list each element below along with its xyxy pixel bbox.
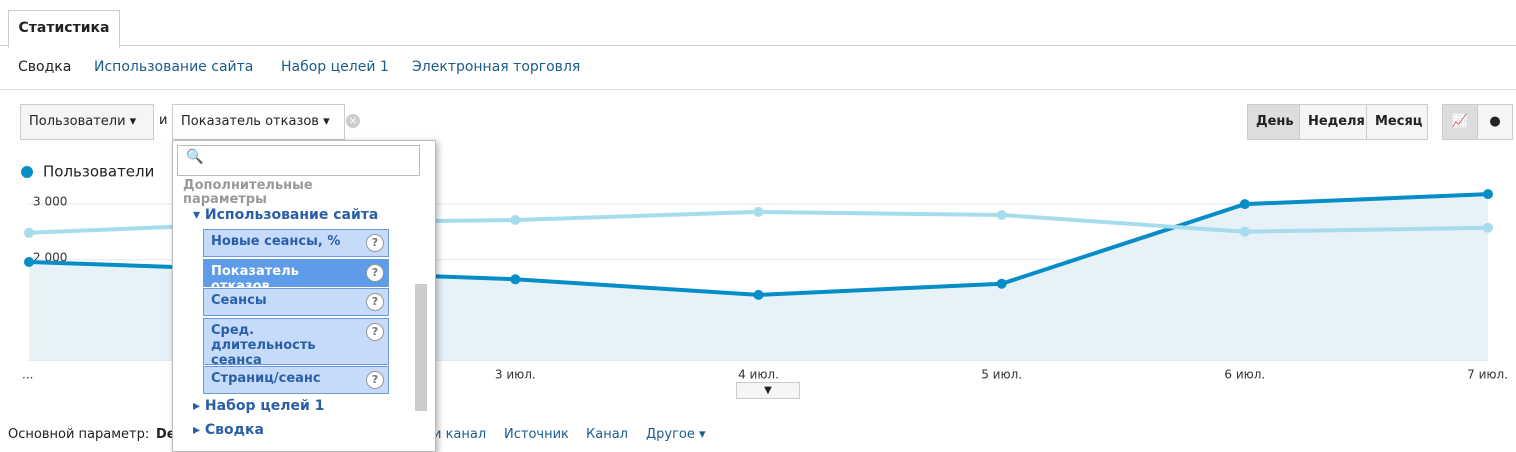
group-label[interactable]: ▾ Использование сайта	[193, 207, 379, 223]
period-button[interactable]: Неделя	[1299, 104, 1367, 140]
group-label-text: Использование сайта	[204, 207, 379, 223]
x-tick-label: 3 июл.	[495, 368, 536, 382]
nav-link[interactable]: Набор целей 1	[281, 59, 389, 75]
footer-primary: De	[156, 427, 176, 442]
tab-line	[0, 45, 1516, 46]
period-button[interactable]: День	[1247, 104, 1300, 140]
divider	[0, 89, 1516, 90]
metric-select[interactable]: Пользователи ▾	[20, 104, 154, 140]
menu-item[interactable]: Сред. длительность сеанса?	[203, 317, 389, 368]
point	[996, 209, 1007, 220]
footer-link[interactable]: Канал	[586, 427, 628, 442]
metric-select-label: Пользователи	[29, 114, 126, 129]
footer-link[interactable]: Источник	[504, 427, 569, 442]
metric-select[interactable]: Показатель отказов ▾	[172, 104, 345, 140]
metric-select-label: Показатель отказов	[181, 114, 319, 129]
expand-handle[interactable]: ▼	[736, 382, 800, 399]
point	[1483, 189, 1493, 200]
nav-link[interactable]: Использование сайта	[94, 59, 254, 75]
x-tick-label: 7 июл.	[1467, 368, 1508, 382]
point	[753, 206, 764, 217]
point	[1483, 222, 1493, 233]
menu-item[interactable]: Страниц/сеанс?	[203, 366, 389, 394]
x-tick-label: 6 июл.	[1224, 368, 1265, 382]
footer-link[interactable]: Другое ▾	[646, 427, 706, 442]
menu-item-text: Сеансы	[211, 293, 267, 308]
help-icon[interactable]: ?	[366, 293, 384, 311]
menu-item[interactable]: Сеансы?	[203, 288, 389, 316]
point	[996, 278, 1007, 289]
period-button[interactable]: Месяц	[1366, 104, 1428, 140]
footer-label: Основной параметр:	[8, 427, 150, 442]
help-icon[interactable]: ?	[366, 263, 384, 282]
help-icon[interactable]: ?	[366, 234, 384, 252]
menu-item-text: Сред. длительность сеанса	[211, 322, 316, 368]
menu-item[interactable]: Новые сеансы, %?	[203, 229, 389, 257]
menu-item-text: Новые сеансы, %	[211, 234, 341, 249]
menu-item-text: Страниц/сеанс	[211, 371, 321, 386]
footer-link-text: Другое	[646, 427, 695, 442]
bubble-chart-icon[interactable]: ●	[1477, 104, 1513, 140]
help-icon[interactable]: ?	[366, 371, 384, 389]
scrollbar	[415, 284, 427, 411]
point	[24, 227, 34, 238]
clear-button[interactable]: ×	[346, 114, 360, 128]
point	[510, 214, 521, 225]
nav-current: Сводка	[18, 59, 72, 75]
footer-link[interactable]: и канал	[433, 427, 487, 442]
point	[24, 257, 34, 268]
legend-label: Пользователи	[43, 163, 154, 181]
search-input[interactable]: 🔍	[177, 145, 420, 176]
point	[753, 289, 764, 300]
help-icon[interactable]: ?	[366, 322, 384, 341]
line-chart-icon[interactable]: 📈	[1442, 104, 1478, 140]
point	[1239, 226, 1250, 237]
section-header: Дополнительные параметры	[183, 178, 313, 207]
x-tick-label: 5 июл.	[981, 368, 1022, 382]
group-label[interactable]: ▸ Сводка	[193, 421, 264, 438]
menu-item[interactable]: Показатель отказов?	[203, 258, 389, 294]
y-tick-label: 3 000	[33, 195, 67, 209]
group-label-text: Сводка	[204, 421, 264, 438]
point	[1239, 199, 1250, 210]
x-tick-label: 4 июл.	[738, 368, 779, 382]
group-label-text: Набор целей 1	[204, 397, 325, 414]
joiner: и	[159, 113, 168, 128]
tab[interactable]: Статистика	[8, 10, 120, 48]
group-label[interactable]: ▸ Набор целей 1	[193, 397, 325, 414]
dropdown: 🔍 Дополнительные параметры ▾ Использован…	[172, 140, 436, 452]
x-tick-label: ...	[22, 368, 33, 382]
nav-link[interactable]: Электронная торговля	[412, 59, 581, 75]
legend-dot	[21, 166, 33, 178]
point	[510, 274, 521, 285]
